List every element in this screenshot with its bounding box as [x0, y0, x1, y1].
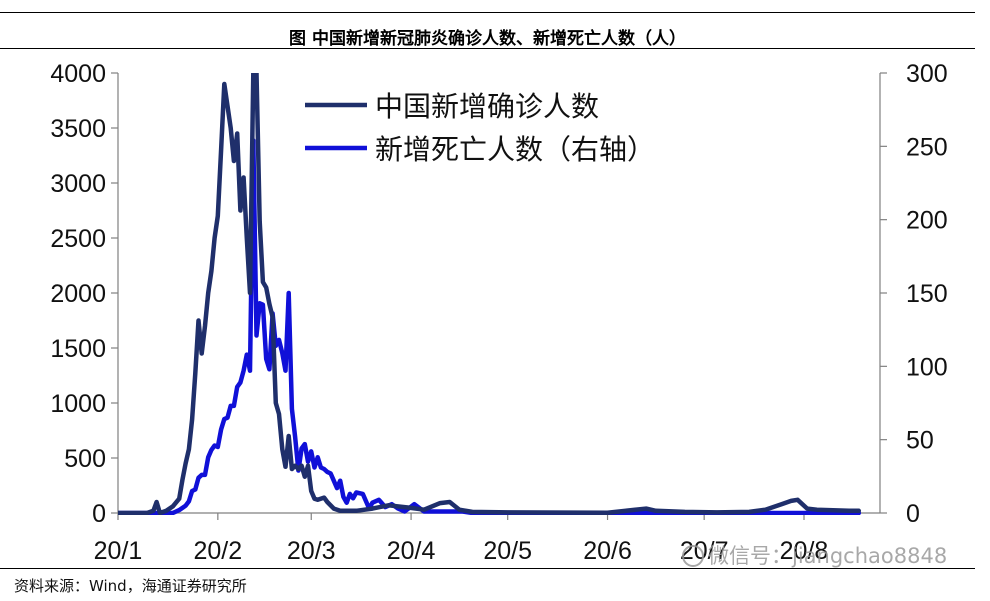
y-left-tick-label: 3500: [50, 115, 106, 143]
watermark-text: 微信号：jiangchao8848: [708, 544, 948, 568]
x-tick-label: 20/6: [583, 537, 632, 565]
y-right-tick-label: 100: [906, 353, 948, 381]
watermark: 微信号：jiangchao8848: [682, 540, 947, 570]
y-left-tick-label: 1500: [50, 335, 106, 363]
y-left-tick-label: 2500: [50, 225, 106, 253]
title-rule: [0, 48, 975, 49]
y-left-tick-label: 500: [64, 445, 106, 473]
x-tick-label: 20/4: [387, 537, 436, 565]
chart-title: 图 中国新增新冠肺炎确诊人数、新增死亡人数（人）: [289, 29, 686, 49]
x-tick-label: 20/2: [194, 537, 243, 565]
axes-layer: 0 500 1000 1500 2000 2500 3000 3500 4000 0 50 100 15…: [50, 60, 947, 565]
y-right-tick-label: 0: [906, 500, 920, 528]
y-left-tick-label: 4000: [50, 60, 106, 88]
y-left-tick-label: 3000: [50, 170, 106, 198]
series-layer: [118, 73, 862, 515]
wechat-icon: [682, 545, 704, 567]
y-right-tick-label: 300: [906, 60, 948, 88]
legend-label-deaths: 新增死亡人数（右轴）: [375, 133, 655, 166]
legend-label-confirmed: 中国新增确诊人数: [375, 90, 599, 123]
series-line-deaths: [118, 138, 862, 515]
y-left-tick-label: 0: [92, 500, 106, 528]
y-right-tick-label: 150: [906, 280, 948, 308]
x-tick-label: 20/8: [780, 537, 829, 565]
top-rule: [0, 12, 975, 13]
x-tick-label: 20/3: [287, 537, 336, 565]
y-right-tick-label: 250: [906, 133, 948, 161]
y-right-tick-label: 50: [906, 427, 934, 455]
x-tick-label: 20/5: [483, 537, 532, 565]
y-right-tick-label: 200: [906, 207, 948, 235]
chart: 0 500 1000 1500 2000 2500 3000 3500 4000 0 50 100 15…: [50, 60, 947, 565]
source-note: 资料来源：Wind，海通证券研究所: [14, 577, 247, 595]
bottom-rule: [0, 568, 975, 569]
y-left-tick-label: 1000: [50, 390, 106, 418]
x-tick-label: 20/1: [94, 537, 143, 565]
series-line-confirmed: [118, 73, 862, 515]
y-left-tick-label: 2000: [50, 280, 106, 308]
